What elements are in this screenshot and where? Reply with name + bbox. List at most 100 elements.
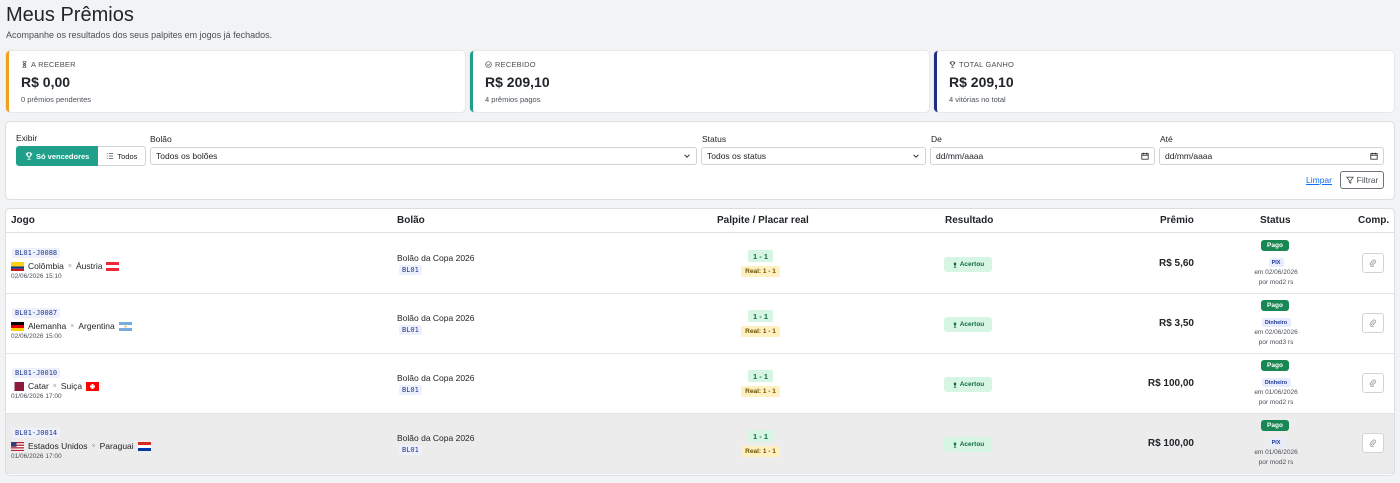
- placar-real-badge: Real: 1 - 1: [741, 266, 780, 277]
- match-teams: Estados Unidos × Paraguai: [11, 441, 151, 451]
- premio-value: R$ 100,00: [1147, 378, 1194, 389]
- col-bolao: Bolão: [397, 215, 425, 226]
- table-row[interactable]: BL01-J0088 Colômbia × Áustria 02/06/2026…: [6, 234, 1394, 294]
- status-badge: Pago: [1261, 240, 1289, 251]
- versus-icon: ×: [70, 322, 75, 330]
- col-premio: Prêmio: [1160, 215, 1194, 226]
- stat-card-total-ganho: TOTAL GANHO R$ 209,10 4 vitórias no tota…: [934, 51, 1394, 112]
- versus-icon: ×: [91, 442, 96, 450]
- col-resultado: Resultado: [945, 215, 994, 226]
- table-header: Jogo Bolão Palpite / Placar real Resulta…: [6, 209, 1394, 233]
- trophy-icon: [953, 262, 956, 268]
- bolao-select[interactable]: Todos os bolões: [150, 147, 697, 165]
- status-select[interactable]: Todos os status: [701, 147, 926, 165]
- exibir-label: Exibir: [16, 133, 38, 143]
- bolao-select-value: Todos os bolões: [156, 151, 218, 161]
- versus-icon: ×: [52, 382, 57, 390]
- list-icon: [107, 153, 114, 159]
- stat-label: RECEBIDO: [495, 60, 536, 69]
- hourglass-icon: [22, 61, 27, 68]
- austria-flag-icon: [106, 261, 120, 271]
- versus-icon: ×: [67, 262, 72, 270]
- ate-date-value: dd/mm/aaaa: [1165, 151, 1213, 161]
- comprovante-button[interactable]: [1362, 373, 1384, 393]
- qatar-flag-icon: [11, 381, 24, 391]
- stat-card-a-receber: A RECEBER R$ 0,00 0 prêmios pendentes: [6, 51, 465, 112]
- bolao-name: Bolão da Copa 2026: [397, 373, 475, 383]
- paperclip-icon: [1369, 439, 1377, 447]
- status-badge: Pago: [1261, 420, 1289, 431]
- usa-flag-icon: [11, 441, 24, 451]
- match-date: 01/06/2026 17:00: [11, 393, 62, 400]
- resultado-badge: Acertou: [944, 437, 992, 452]
- de-date-value: dd/mm/aaaa: [936, 151, 984, 161]
- germany-flag-icon: [11, 321, 24, 331]
- paraguay-flag-icon: [137, 441, 151, 451]
- comprovante-button[interactable]: [1362, 253, 1384, 273]
- status-badge: Pago: [1261, 360, 1289, 371]
- away-team: Argentina: [78, 321, 115, 331]
- placar-real-badge: Real: 1 - 1: [741, 326, 780, 337]
- table-row[interactable]: BL01-J0010 Catar × Suiça 01/06/2026 17:0…: [6, 354, 1394, 414]
- table-row[interactable]: BL01-J0087 Alemanha × Argentina 02/06/20…: [6, 294, 1394, 354]
- table-row[interactable]: BL01-J0014 Estados Unidos × Paraguai 01/…: [6, 414, 1394, 474]
- switzerland-flag-icon: [86, 381, 100, 391]
- so-vencedores-label: Só vencedores: [36, 151, 90, 161]
- match-teams: Alemanha × Argentina: [11, 321, 132, 331]
- trophy-icon: [949, 61, 956, 68]
- resultado-label: Acertou: [959, 321, 985, 328]
- placar-real-badge: Real: 1 - 1: [741, 386, 780, 397]
- trophy-icon: [953, 442, 956, 448]
- away-team: Áustria: [76, 261, 103, 271]
- payment-method-badge: Dinheiro: [1261, 378, 1291, 387]
- col-status: Status: [1260, 215, 1291, 226]
- paid-date: em 01/06/2026: [1254, 389, 1298, 396]
- trophy-icon: [953, 382, 956, 388]
- stat-value: R$ 209,10: [485, 74, 550, 90]
- bolao-code: BL01: [399, 325, 422, 335]
- stat-label: TOTAL GANHO: [959, 60, 1014, 69]
- bolao-code: BL01: [399, 445, 422, 455]
- home-team: Colômbia: [28, 261, 64, 271]
- so-vencedores-button[interactable]: Só vencedores: [16, 146, 99, 166]
- payment-method-badge: PIX: [1268, 258, 1284, 267]
- premio-value: R$ 5,60: [1158, 258, 1194, 269]
- bolao-name: Bolão da Copa 2026: [397, 253, 475, 263]
- filter-panel: Exibir Só vencedores Todos Bolão Todos o…: [6, 122, 1394, 199]
- calendar-icon: [1141, 152, 1149, 160]
- ate-date-input[interactable]: dd/mm/aaaa: [1159, 147, 1384, 165]
- bolao-label: Bolão: [150, 134, 172, 144]
- de-date-input[interactable]: dd/mm/aaaa: [930, 147, 1155, 165]
- filtrar-label: Filtrar: [1356, 175, 1379, 185]
- filtrar-button[interactable]: Filtrar: [1340, 171, 1384, 189]
- paperclip-icon: [1369, 379, 1377, 387]
- home-team: Alemanha: [28, 321, 67, 331]
- todos-button[interactable]: Todos: [98, 146, 147, 166]
- game-code: BL01-J0088: [12, 248, 61, 258]
- trophy-icon: [953, 322, 956, 328]
- status-badge: Pago: [1261, 300, 1289, 311]
- stat-value: R$ 0,00: [21, 74, 71, 90]
- comprovante-button[interactable]: [1362, 433, 1384, 453]
- limpar-link[interactable]: Limpar: [1306, 175, 1332, 185]
- bolao-code: BL01: [399, 385, 422, 395]
- premio-value: R$ 3,50: [1158, 318, 1194, 329]
- exibir-toggle: Só vencedores Todos: [16, 146, 147, 166]
- status-label: Status: [702, 134, 727, 144]
- paid-date: em 01/06/2026: [1254, 449, 1298, 456]
- stat-sub: 4 prêmios pagos: [485, 95, 541, 104]
- home-team: Estados Unidos: [28, 441, 88, 451]
- match-date: 01/06/2026 17:00: [11, 453, 62, 460]
- match-teams: Catar × Suiça: [11, 381, 100, 391]
- resultado-badge: Acertou: [944, 317, 992, 332]
- ate-label: Até: [1160, 134, 1173, 144]
- todos-label: Todos: [117, 151, 138, 161]
- bolao-code: BL01: [399, 265, 422, 275]
- game-code: BL01-J0010: [12, 368, 61, 378]
- page-title: Meus Prêmios: [6, 4, 134, 26]
- comprovante-button[interactable]: [1362, 313, 1384, 333]
- page-subtitle: Acompanhe os resultados dos seus palpite…: [6, 30, 273, 40]
- check-circle-icon: [485, 61, 492, 68]
- stat-card-recebido: RECEBIDO R$ 209,10 4 prêmios pagos: [470, 51, 929, 112]
- chevron-down-icon: [913, 154, 919, 158]
